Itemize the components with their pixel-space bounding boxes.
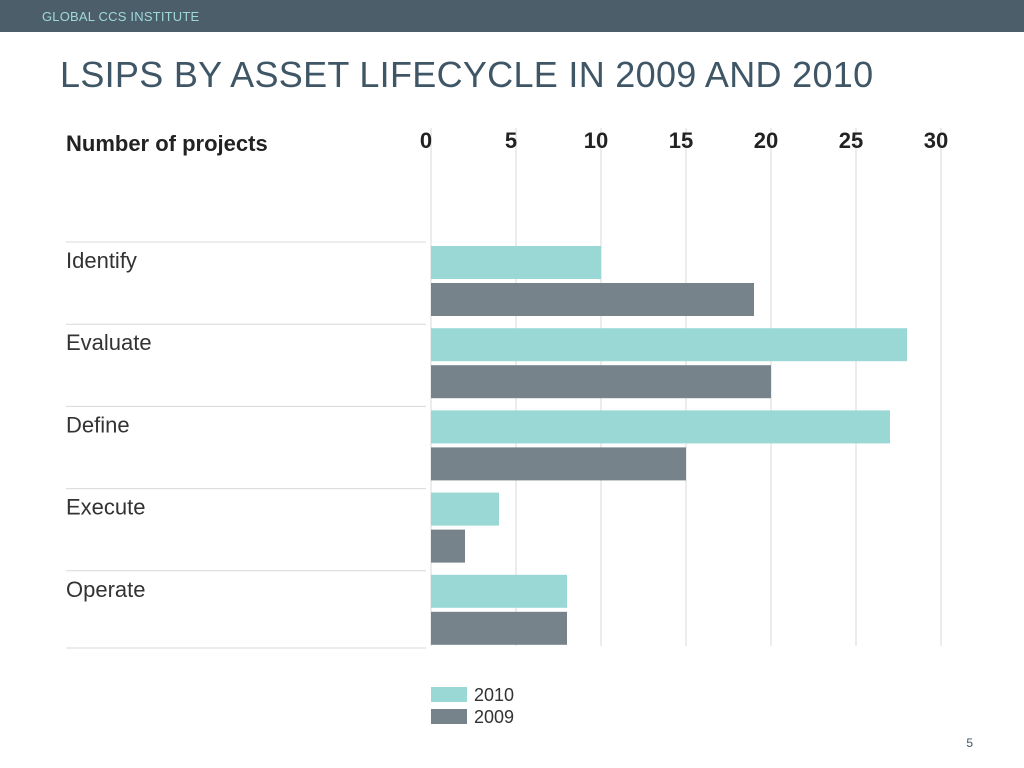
x-tick-label: 25 [839, 128, 863, 153]
x-tick-labels: 0 5 10 15 20 25 30 [420, 128, 948, 153]
top-bar: GLOBAL CCS INSTITUTE [0, 0, 1024, 32]
bar-2009-identify [431, 283, 754, 316]
legend-swatch-2009 [431, 709, 467, 724]
x-tick-label: 5 [505, 128, 517, 153]
x-tick-label: 20 [754, 128, 778, 153]
bar-2010-execute [431, 492, 499, 526]
legend-swatch-2010 [431, 687, 467, 702]
legend-label-2009: 2009 [474, 707, 514, 727]
bar-2009-evaluate [431, 365, 771, 399]
bars [431, 246, 907, 645]
category-label: Operate [66, 577, 146, 602]
page-title: LSIPS BY ASSET LIFECYCLE IN 2009 AND 201… [60, 54, 874, 95]
category-separators [66, 241, 426, 649]
bar-2009-execute [431, 529, 465, 563]
bar-2009-define [431, 447, 686, 481]
organization-name: GLOBAL CCS INSTITUTE [42, 9, 200, 24]
x-tick-label: 15 [669, 128, 693, 153]
category-label: Execute [66, 495, 146, 520]
x-tick-label: 10 [584, 128, 608, 153]
page-number: 5 [966, 736, 973, 750]
bar-2010-define [431, 410, 890, 444]
y-axis-label: Number of projects [66, 131, 268, 156]
bar-2010-operate [431, 574, 567, 608]
legend-label-2010: 2010 [474, 685, 514, 705]
bar-2009-operate [431, 611, 567, 645]
category-label: Evaluate [66, 330, 152, 355]
x-tick-label: 30 [924, 128, 948, 153]
category-label: Identify [66, 248, 137, 273]
category-label: Define [66, 412, 130, 437]
x-tick-label: 0 [420, 128, 432, 153]
bar-2010-identify [431, 246, 601, 279]
bar-2010-evaluate [431, 328, 907, 362]
category-labels: Identify Evaluate Define Execute Operate [66, 248, 152, 602]
